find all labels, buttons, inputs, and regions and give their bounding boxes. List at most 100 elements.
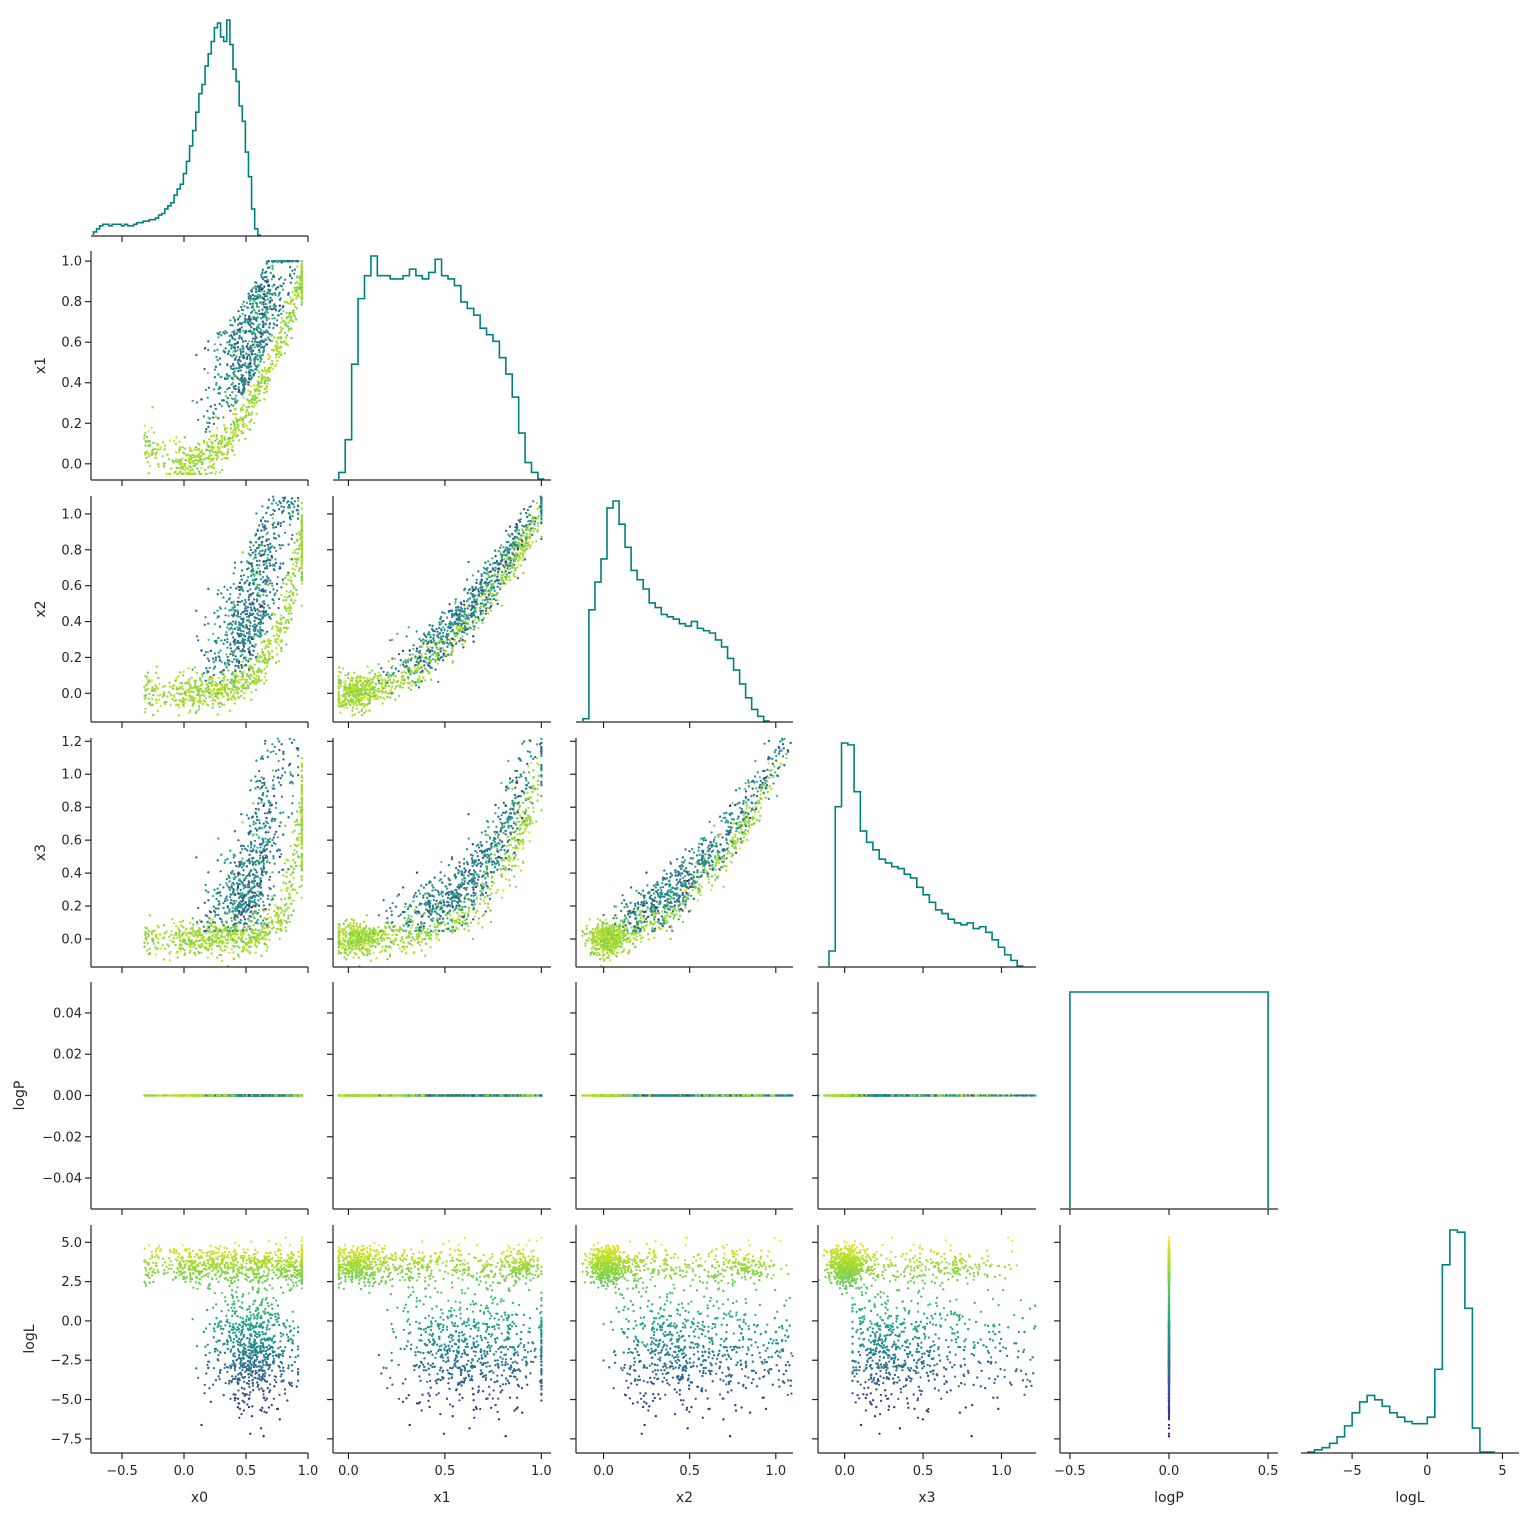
scatter-point xyxy=(237,420,239,422)
scatter-point xyxy=(248,377,250,379)
scatter-point xyxy=(252,573,254,575)
scatter-point xyxy=(217,655,219,657)
scatter-point xyxy=(272,496,274,498)
scatter-point xyxy=(280,353,282,355)
scatter-point xyxy=(294,315,296,317)
scatter-point xyxy=(169,693,171,695)
scatter-point xyxy=(233,345,235,347)
scatter-point xyxy=(243,426,245,428)
scatter-point xyxy=(215,408,217,410)
scatter-point xyxy=(207,588,209,590)
scatter-point xyxy=(211,685,213,687)
histogram-x0 xyxy=(93,20,260,235)
scatter-point xyxy=(184,436,186,438)
scatter-point xyxy=(211,448,213,450)
scatter-point xyxy=(297,557,299,559)
scatter-point xyxy=(146,436,148,438)
scatter-point xyxy=(181,463,183,465)
scatter-point xyxy=(295,291,297,293)
scatter-point xyxy=(225,653,227,655)
scatter-point xyxy=(242,638,244,640)
scatter-point xyxy=(279,299,281,301)
scatter-point xyxy=(272,524,274,526)
scatter-point xyxy=(213,674,215,676)
scatter-point xyxy=(155,457,157,459)
scatter-point xyxy=(242,303,244,305)
scatter-point xyxy=(242,341,244,343)
scatter-point xyxy=(275,363,277,365)
scatter-point xyxy=(265,533,267,535)
scatter-point xyxy=(230,365,232,367)
scatter-point xyxy=(222,596,224,598)
scatter-point xyxy=(194,448,196,450)
scatter-point xyxy=(260,519,262,521)
scatter-point xyxy=(240,322,242,324)
scatter-point xyxy=(234,639,236,641)
scatter-point xyxy=(261,648,263,650)
scatter-point xyxy=(154,448,156,450)
scatter-point xyxy=(261,505,263,507)
scatter-point xyxy=(238,391,240,393)
scatter-point xyxy=(205,457,207,459)
scatter-point xyxy=(178,451,180,453)
scatter-point xyxy=(220,702,222,704)
scatter-point xyxy=(256,625,258,627)
scatter-point xyxy=(265,276,267,278)
scatter-point xyxy=(205,428,207,430)
scatter-point xyxy=(258,610,260,612)
scatter-point xyxy=(241,313,243,315)
scatter-point xyxy=(249,554,251,556)
scatter-point xyxy=(268,285,270,287)
scatter-point xyxy=(263,668,265,670)
scatter-point xyxy=(210,440,212,442)
scatter-point xyxy=(245,664,247,666)
scatter-point xyxy=(208,692,210,694)
scatter-point xyxy=(254,346,256,348)
scatter-point xyxy=(198,699,200,701)
scatter-point xyxy=(250,385,252,387)
scatter-point xyxy=(252,323,254,325)
scatter-point xyxy=(249,678,251,680)
scatter-point xyxy=(256,598,258,600)
scatter-point xyxy=(212,658,214,660)
scatter-point xyxy=(230,647,232,649)
scatter-point xyxy=(209,695,211,697)
scatter-point xyxy=(232,382,234,384)
scatter-point xyxy=(155,685,157,687)
scatter-point xyxy=(266,565,268,567)
scatter-point xyxy=(235,587,237,589)
scatter-point xyxy=(287,619,289,621)
scatter-point xyxy=(195,610,197,612)
scatter-point xyxy=(297,294,299,296)
scatter-point xyxy=(259,584,261,586)
scatter-point xyxy=(261,385,263,387)
scatter-point xyxy=(275,356,277,358)
scatter-point xyxy=(264,657,266,659)
scatter-point xyxy=(252,570,254,572)
scatter-point xyxy=(263,398,265,400)
scatter-point xyxy=(272,517,274,519)
scatter-point xyxy=(175,451,177,453)
scatter-point xyxy=(177,467,179,469)
scatter-point xyxy=(254,295,256,297)
scatter-point xyxy=(234,562,236,564)
scatter-point xyxy=(144,708,146,710)
scatter-point xyxy=(188,466,190,468)
scatter-point xyxy=(242,424,244,426)
scatter-point xyxy=(280,525,282,527)
scatter-point xyxy=(227,353,229,355)
scatter-point xyxy=(261,641,263,643)
scatter-point xyxy=(263,350,265,352)
scatter-point xyxy=(267,557,269,559)
scatter-point xyxy=(242,351,244,353)
scatter-point xyxy=(211,680,213,682)
scatter-point xyxy=(159,448,161,450)
scatter-point xyxy=(250,359,252,361)
scatter-point xyxy=(265,645,267,647)
scatter-point xyxy=(301,294,303,296)
scatter-point xyxy=(224,330,226,332)
scatter-point xyxy=(280,322,282,324)
scatter-point xyxy=(247,348,249,350)
scatter-point xyxy=(253,384,255,386)
scatter-point xyxy=(195,446,197,448)
